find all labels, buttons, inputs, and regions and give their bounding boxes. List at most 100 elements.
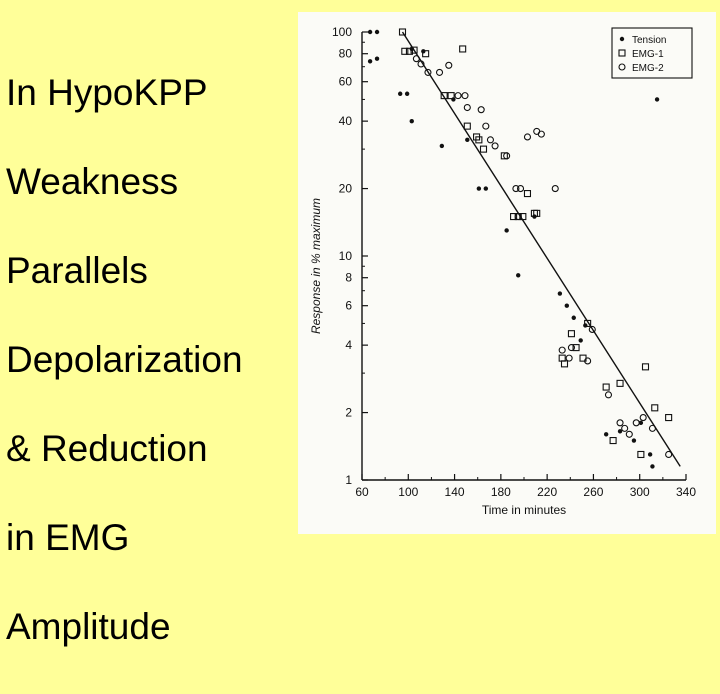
point-emg-1 bbox=[558, 354, 566, 362]
point-tension bbox=[476, 186, 482, 191]
x-tick-label: 140 bbox=[445, 485, 465, 499]
point-emg-2 bbox=[588, 325, 596, 334]
legend-label: Tension bbox=[632, 35, 666, 46]
y-tick-label: 40 bbox=[339, 114, 353, 128]
legend-label: EMG-2 bbox=[632, 63, 664, 74]
point-tension bbox=[603, 432, 609, 437]
y-tick-label: 80 bbox=[339, 47, 353, 61]
point-tension bbox=[409, 118, 414, 124]
point-tension bbox=[367, 29, 373, 35]
point-emg-2 bbox=[604, 391, 613, 399]
legend-label: EMG-1 bbox=[632, 49, 664, 60]
point-tension bbox=[504, 228, 509, 233]
y-tick-label: 1 bbox=[345, 473, 352, 487]
point-emg-1 bbox=[651, 404, 659, 412]
point-emg-2 bbox=[625, 430, 633, 438]
point-emg-2 bbox=[616, 419, 624, 427]
point-emg-1 bbox=[560, 360, 569, 368]
point-emg-1 bbox=[584, 319, 592, 327]
point-emg-1 bbox=[602, 383, 610, 391]
point-emg-2 bbox=[639, 414, 647, 422]
x-tick-label: 60 bbox=[355, 485, 369, 499]
point-emg-1 bbox=[616, 379, 624, 387]
point-tension bbox=[374, 56, 380, 61]
x-tick-label: 180 bbox=[491, 485, 511, 499]
point-tension bbox=[650, 464, 655, 469]
point-tension bbox=[439, 143, 445, 149]
axes: 60 100 140 180 220 260 300 340 1 2 4 6 8 10 20 40 60 80 10… bbox=[332, 25, 696, 499]
point-tension bbox=[404, 91, 410, 96]
point-tension bbox=[647, 452, 653, 457]
point-emg-1 bbox=[463, 122, 471, 130]
point-emg-1 bbox=[475, 136, 483, 144]
point-emg-2 bbox=[551, 185, 559, 193]
point-emg-2 bbox=[567, 344, 575, 352]
point-tension bbox=[571, 315, 576, 320]
point-tension bbox=[421, 49, 426, 54]
y-tick-label: 2 bbox=[345, 406, 352, 420]
point-emg-2 bbox=[482, 122, 490, 130]
x-tick-label: 100 bbox=[398, 485, 418, 499]
point-emg-2 bbox=[454, 92, 462, 100]
point-emg-2 bbox=[537, 130, 545, 138]
point-emg-2 bbox=[516, 185, 525, 193]
title-line: Parallels bbox=[6, 249, 148, 291]
point-tension bbox=[397, 91, 403, 96]
x-tick-label: 300 bbox=[630, 485, 650, 499]
point-emg-2 bbox=[503, 152, 511, 160]
point-emg-1 bbox=[500, 152, 508, 160]
chart-figure: 60 100 140 180 220 260 300 340 1 2 4 6 8 10 20 40 60 80 10… bbox=[298, 12, 716, 534]
point-emg-2 bbox=[523, 133, 532, 141]
title-line: & Reduction bbox=[6, 427, 208, 469]
y-tick-label: 8 bbox=[345, 271, 352, 285]
point-tension bbox=[483, 186, 489, 191]
x-axis-label: Time in minutes bbox=[482, 503, 566, 517]
point-emg-1 bbox=[398, 28, 407, 36]
point-emg-1 bbox=[523, 190, 532, 198]
point-emg-1 bbox=[410, 46, 418, 54]
point-emg-2 bbox=[558, 346, 566, 354]
title-line: Amplitude bbox=[6, 605, 171, 647]
fit-line-layer bbox=[401, 31, 681, 467]
point-tension bbox=[465, 137, 470, 143]
y-tick-label: 100 bbox=[332, 25, 352, 39]
point-emg-2 bbox=[648, 424, 656, 432]
point-emg-2 bbox=[435, 68, 444, 76]
legend-box bbox=[611, 27, 693, 79]
point-emg-2 bbox=[621, 424, 629, 432]
point-emg-1 bbox=[459, 45, 467, 53]
point-emg-2 bbox=[424, 68, 432, 76]
point-emg-2 bbox=[514, 213, 522, 221]
point-tension bbox=[557, 291, 563, 296]
point-tension bbox=[374, 29, 380, 35]
regression-line bbox=[401, 31, 681, 467]
y-tick-label: 6 bbox=[345, 299, 352, 313]
data-points bbox=[367, 28, 673, 469]
point-emg-1 bbox=[665, 414, 673, 422]
point-emg-1 bbox=[422, 50, 430, 58]
point-emg-1 bbox=[637, 450, 645, 459]
point-emg-2 bbox=[461, 92, 469, 100]
point-emg-2 bbox=[412, 55, 420, 63]
point-emg-1 bbox=[533, 209, 541, 217]
point-emg-2 bbox=[584, 357, 592, 365]
title-line: Depolarization bbox=[6, 338, 243, 380]
x-tick-label: 260 bbox=[583, 485, 603, 499]
point-emg-1 bbox=[567, 330, 575, 338]
point-emg-2 bbox=[477, 106, 485, 114]
point-emg-2 bbox=[565, 354, 573, 362]
legend-marker bbox=[618, 63, 626, 71]
point-emg-2 bbox=[632, 419, 640, 427]
point-emg-1 bbox=[609, 437, 617, 445]
point-emg-1 bbox=[641, 363, 650, 371]
title-line: Weakness bbox=[6, 160, 179, 202]
point-emg-1 bbox=[405, 47, 413, 55]
point-tension bbox=[564, 303, 570, 308]
point-emg-2 bbox=[512, 185, 520, 193]
legend-marker bbox=[618, 49, 626, 57]
point-emg-1 bbox=[479, 145, 488, 153]
point-tension bbox=[451, 97, 456, 102]
y-axis-label: Response in % maximum bbox=[309, 198, 323, 334]
point-tension bbox=[578, 338, 583, 343]
point-tension bbox=[516, 273, 521, 278]
